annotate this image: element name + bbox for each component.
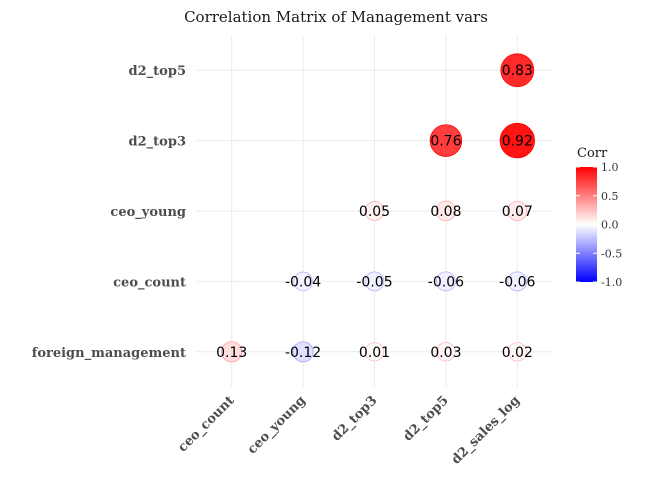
correlation-point: [292, 341, 314, 363]
x-tick-label: d2_top5: [400, 393, 451, 444]
correlation-value-label: 0.07: [502, 204, 533, 220]
correlation-value-label: 0.01: [359, 345, 390, 361]
x-tick-label: ceo_count: [175, 393, 237, 455]
correlation-point: [507, 342, 527, 362]
y-tick-label: d2_top5: [129, 64, 186, 79]
correlation-value-label: 0.03: [430, 345, 461, 361]
correlation-value-label: -0.06: [499, 274, 535, 290]
correlation-point: [364, 271, 385, 292]
correlation-value-label: -0.04: [285, 274, 321, 290]
y-tick-label: foreign_management: [32, 346, 186, 361]
legend-color-bar: [576, 167, 597, 282]
correlation-points: 0.13 -0.12 0.01 0.03 0.02 -0.04 -0.05 -0.06 -0.0…: [216, 53, 535, 363]
legend: Corr 1.0 0.5 0.0 -0.5 -1.0: [576, 146, 622, 289]
legend-tick-label: -1.0: [601, 276, 622, 289]
y-tick-label: d2_top3: [129, 135, 186, 150]
correlation-point: [365, 342, 384, 362]
correlation-value-label: -0.05: [356, 274, 392, 290]
correlation-point: [499, 122, 535, 159]
y-axis-labels: foreign_management ceo_count ceo_young d2_t…: [32, 64, 186, 361]
correlation-value-label: 0.83: [502, 63, 533, 79]
correlation-point: [435, 200, 457, 222]
correlation-point: [436, 342, 456, 362]
correlation-value-label: 0.05: [359, 204, 390, 220]
x-tick-label: ceo_young: [245, 393, 309, 457]
correlation-value-label: 0.08: [430, 204, 461, 220]
x-tick-label: d2_sales_log: [449, 393, 523, 467]
y-tick-label: ceo_count: [113, 275, 186, 290]
correlation-value-label: 0.92: [502, 134, 533, 150]
legend-tick-label: 1.0: [601, 161, 619, 174]
legend-tick-label: 0.0: [601, 219, 619, 232]
correlation-value-label: -0.06: [428, 274, 464, 290]
correlation-value-label: 0.76: [430, 134, 461, 150]
correlation-value-label: 0.02: [502, 345, 533, 361]
correlation-point: [293, 271, 313, 292]
legend-title: Corr: [577, 146, 608, 161]
legend-ticks: 1.0 0.5 0.0 -0.5 -1.0: [576, 161, 622, 289]
correlation-point: [221, 341, 243, 363]
correlation-point: [429, 124, 463, 157]
x-axis-labels: ceo_count ceo_young d2_top3 d2_top5d2_sales…: [175, 393, 523, 467]
legend-tick-label: -0.5: [601, 247, 622, 260]
y-tick-label: ceo_young: [110, 205, 186, 220]
x-tick-label: d2_top3: [329, 393, 380, 444]
correlation-point: [507, 200, 528, 222]
correlation-point: [435, 271, 456, 292]
chart-title: Correlation Matrix of Management vars: [184, 8, 488, 26]
legend-tick-label: 0.5: [601, 190, 619, 203]
correlation-value-label: 0.13: [216, 345, 247, 361]
correlation-value-label: -0.12: [285, 345, 321, 361]
correlation-point: [507, 271, 528, 292]
correlation-point: [364, 201, 385, 221]
correlation-point: [500, 53, 535, 88]
